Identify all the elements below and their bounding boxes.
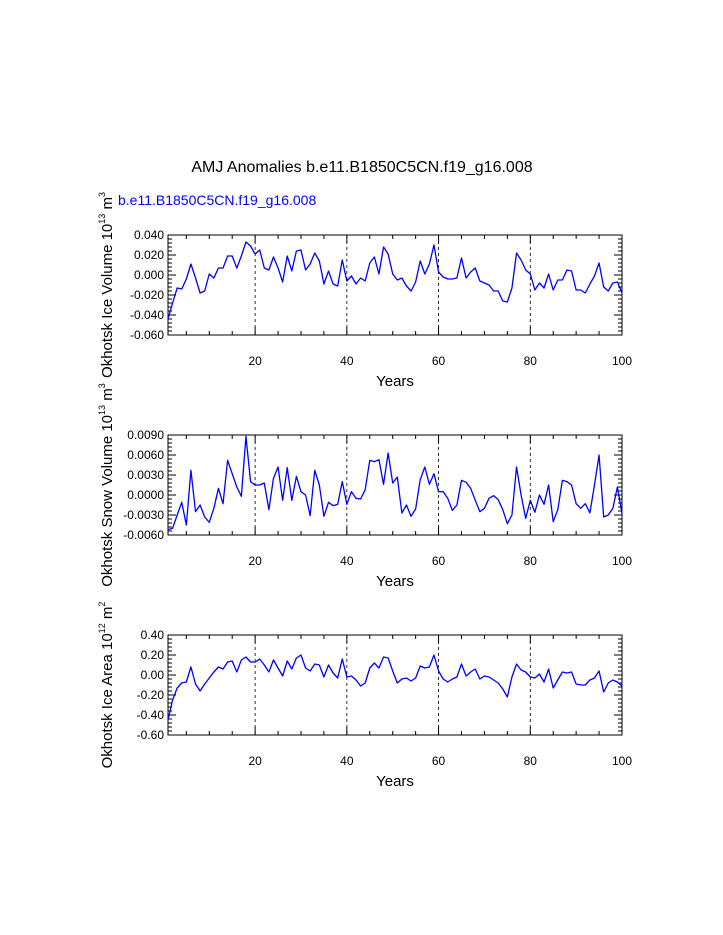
y-axis-label-unit-exponent: 3 — [97, 192, 107, 197]
x-tick-label: 100 — [612, 754, 632, 768]
x-tick-label: 40 — [340, 754, 354, 768]
chart-panel-2: -0.0060 -0.0030 0.0000 0.0030 0.0060 0.0090 20… — [97, 383, 632, 590]
plot-frame — [167, 234, 623, 336]
x-tick-label: 60 — [432, 554, 446, 568]
y-axis-label-main: Okhotsk Ice Volume 10 — [99, 224, 116, 378]
x-tick-label: 20 — [248, 754, 262, 768]
y-tick-label: 0.40 — [141, 628, 165, 642]
x-tick-label: 40 — [340, 354, 354, 368]
y-axis-label-unit: m — [99, 607, 116, 624]
x-tick-label: 40 — [340, 554, 354, 568]
y-tick-label: -0.020 — [130, 288, 164, 302]
x-axis-label: Years — [376, 373, 414, 390]
y-axis-label-unit: m — [99, 197, 116, 214]
x-tick-label: 80 — [524, 354, 538, 368]
panels: -0.060 -0.040 -0.020 0.000 0.020 0.040 20 40 60 8… — [97, 192, 632, 790]
y-axis-label: Okhotsk Snow Volume 1013 m3 — [97, 383, 116, 586]
figure-title: AMJ Anomalies b.e11.B1850C5CN.f19_g16.00… — [191, 159, 532, 176]
y-tick-label: -0.060 — [130, 328, 164, 342]
y-tick-label: 0.0030 — [127, 468, 164, 482]
x-tick-label: 20 — [248, 554, 262, 568]
y-tick-label: 0.00 — [141, 668, 165, 682]
y-tick-label: -0.0060 — [123, 528, 164, 542]
y-tick-label: -0.20 — [137, 688, 165, 702]
y-axis-label-exponent: 12 — [97, 623, 107, 633]
x-axis-label: Years — [376, 573, 414, 590]
x-tick-label: 60 — [432, 754, 446, 768]
y-axis-label-unit: m — [99, 388, 116, 405]
x-tick-label: 60 — [432, 354, 446, 368]
y-axis-label-exponent: 13 — [97, 405, 107, 415]
y-tick-label: 0.0060 — [127, 448, 164, 462]
y-tick-label: 0.0000 — [127, 488, 164, 502]
case-label: b.e11.B1850C5CN.f19_g16.008 — [118, 192, 316, 208]
plot-frame — [167, 434, 623, 536]
series-line — [167, 435, 623, 531]
y-axis-label-unit-exponent: 2 — [97, 602, 107, 607]
x-axis-label: Years — [376, 773, 414, 790]
y-axis-label-unit-exponent: 3 — [97, 383, 107, 388]
y-tick-label: 0.020 — [134, 248, 164, 262]
plot-frame — [167, 634, 623, 736]
x-tick-label: 100 — [612, 554, 632, 568]
y-tick-label: -0.040 — [130, 308, 164, 322]
y-tick-label: -0.0030 — [123, 508, 164, 522]
chart-panel-3: -0.60 -0.40 -0.20 0.00 0.20 0.40 20 40 60 80 100 Ye… — [97, 602, 632, 790]
y-axis-label: Okhotsk Ice Area 1012 m2 — [97, 602, 116, 769]
chart-panel-1: -0.060 -0.040 -0.020 0.000 0.020 0.040 20 40 60 8… — [97, 192, 632, 390]
y-axis-label: Okhotsk Ice Volume 1013 m3 — [97, 192, 116, 378]
x-tick-label: 80 — [524, 754, 538, 768]
x-tick-label: 100 — [612, 354, 632, 368]
x-tick-label: 80 — [524, 554, 538, 568]
y-axis-label-main: Okhotsk Snow Volume 10 — [99, 415, 116, 587]
y-tick-label: 0.000 — [134, 268, 164, 282]
series-line — [167, 654, 623, 721]
y-axis-label-exponent: 13 — [97, 214, 107, 224]
y-tick-label: 0.040 — [134, 228, 164, 242]
series-line — [167, 241, 623, 320]
y-tick-label: 0.0090 — [127, 428, 164, 442]
y-tick-label: -0.40 — [137, 708, 165, 722]
y-tick-label: -0.60 — [137, 728, 165, 742]
y-tick-label: 0.20 — [141, 648, 165, 662]
y-axis-label-main: Okhotsk Ice Area 10 — [99, 633, 116, 768]
x-tick-label: 20 — [248, 354, 262, 368]
